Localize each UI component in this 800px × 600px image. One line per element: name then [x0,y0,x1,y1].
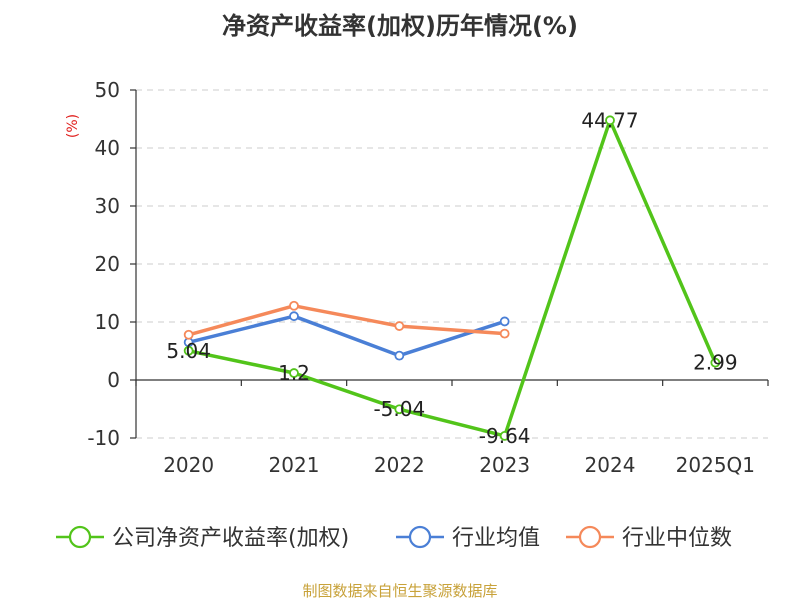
data-point [183,345,194,356]
data-point [183,329,194,340]
data-point [394,321,405,331]
x-tick-label: 2024 [585,453,636,477]
data-point [289,311,299,322]
data-point [605,115,615,126]
y-tick-label: 20 [95,252,120,276]
axes: -10 0 10 20 30 40 50 2020 2021 2022 2023 2024 2025Q1 [87,78,769,477]
y-axis-unit-label: (%) [65,114,81,138]
data-labels: 5.04 1.2 -5.04 -9.64 44.77 2.99 [166,108,737,448]
data-label: 1.2 [278,361,310,385]
series-line [188,314,506,358]
legend-label: 公司净资产收益率(加权) [112,526,349,551]
series-line [188,118,717,438]
source-note: 制图数据来自恒生聚源数据库 [302,582,497,600]
y-tick-label: 0 [107,368,120,392]
chart-title: 净资产收益率(加权)历年情况(%) [222,12,578,40]
data-point [499,431,510,441]
x-tick-label: 2020 [163,453,214,477]
data-point [289,368,299,378]
x-tick-label: 2025Q1 [676,453,755,477]
data-label: 2.99 [693,351,738,375]
series-lines [183,115,721,441]
data-label: 44.77 [581,108,638,132]
legend-marker [68,525,92,549]
legend-label: 行业中位数 [622,526,732,551]
x-tick-label: 2023 [479,453,530,477]
x-tick-label: 2022 [374,453,425,477]
data-point [394,350,405,361]
y-tick-label: 10 [95,310,120,334]
data-label: -9.64 [479,424,531,448]
y-tick-label: 30 [95,194,120,218]
data-point [499,328,510,339]
legend: 公司净资产收益率(加权) 行业均值 行业中位数 [56,525,732,551]
legend-marker [578,525,602,549]
data-label: -5.04 [373,397,425,421]
x-tick-label: 2021 [269,453,320,477]
data-label: 5.04 [166,339,211,363]
data-point [710,357,721,368]
data-point [289,300,299,311]
legend-label: 行业均值 [452,526,540,551]
legend-marker [408,525,432,549]
data-point [499,316,510,327]
series-line [188,304,505,337]
y-tick-label: -10 [87,426,120,450]
y-tick-label: 40 [95,136,120,160]
data-point [394,404,405,415]
y-tick-label: 50 [95,78,120,102]
